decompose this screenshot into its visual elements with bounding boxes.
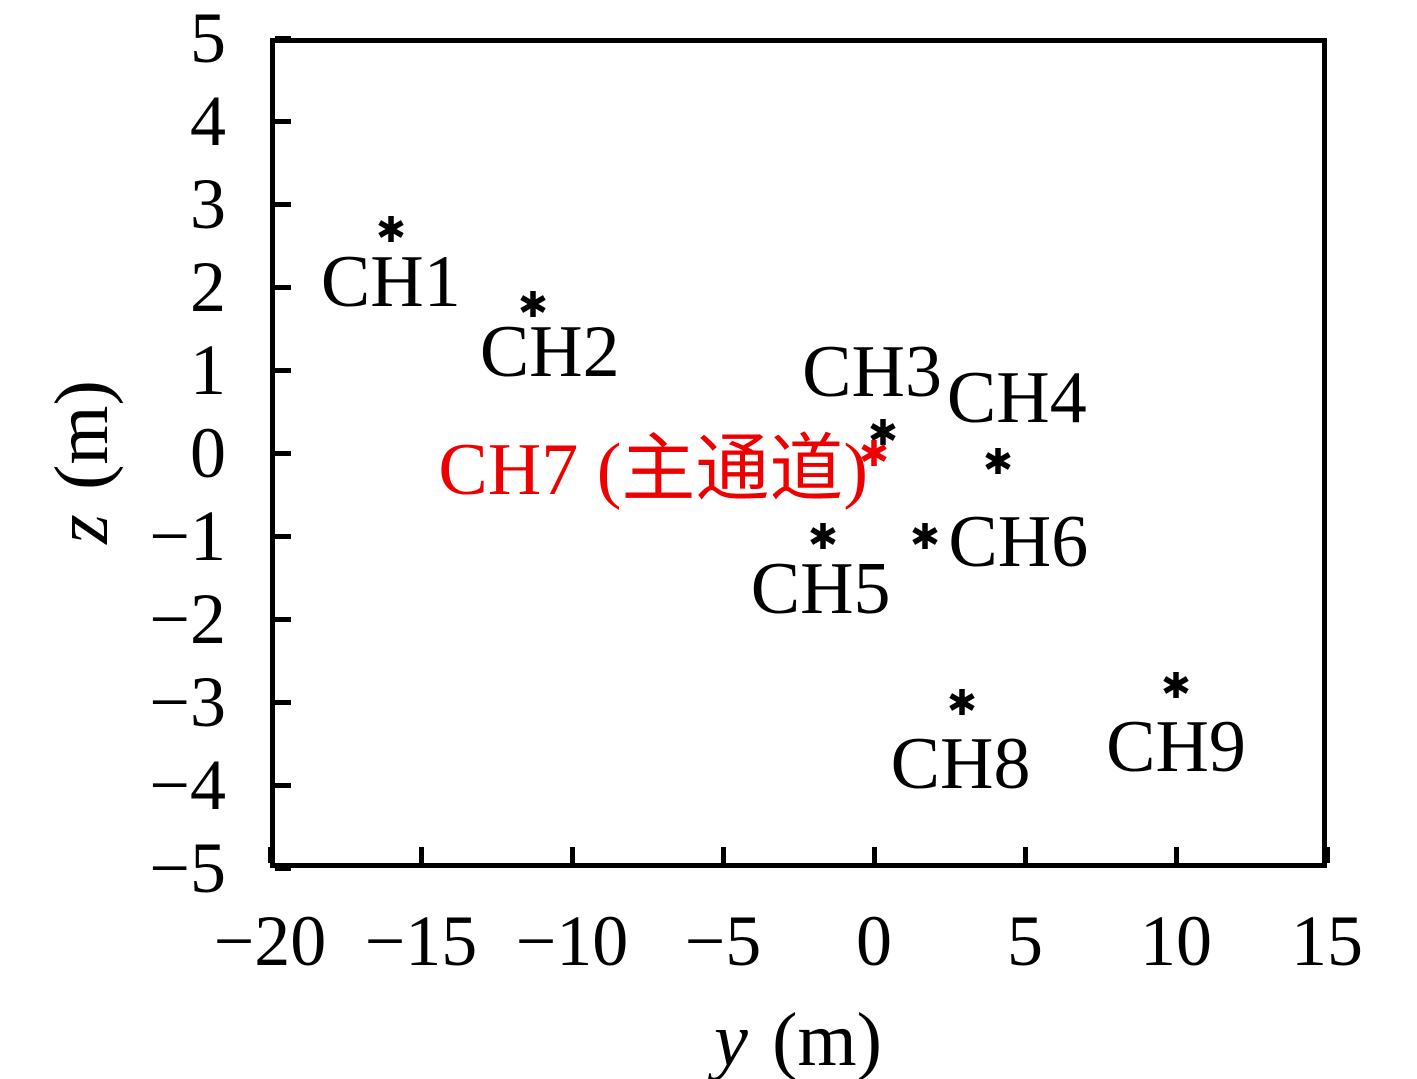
y-tick-mark bbox=[275, 35, 291, 41]
x-tick-mark bbox=[1022, 847, 1028, 863]
y-tick-label: 1 bbox=[190, 330, 226, 410]
point-label-ch6: CH6 bbox=[948, 501, 1089, 583]
x-tick-label: 10 bbox=[1140, 901, 1212, 981]
point-label-ch3: CH3 bbox=[802, 331, 942, 414]
x-tick-label: 0 bbox=[856, 901, 892, 981]
point-marker-ch4 bbox=[984, 447, 1012, 475]
y-axis-label: z (m) bbox=[40, 380, 124, 544]
y-tick-mark bbox=[275, 367, 291, 373]
point-marker-ch9 bbox=[1162, 671, 1190, 699]
x-tick-mark bbox=[418, 847, 424, 863]
x-tick-label: −10 bbox=[515, 901, 629, 981]
x-axis-variable: y bbox=[714, 998, 748, 1079]
asterisk-icon bbox=[870, 419, 896, 446]
y-tick-mark bbox=[275, 782, 291, 788]
y-tick-mark bbox=[275, 201, 291, 207]
y-tick-label: 5 bbox=[190, 0, 226, 78]
x-tick-label: −20 bbox=[213, 901, 327, 981]
point-label-ch5: CH5 bbox=[750, 548, 891, 630]
x-tick-mark bbox=[1324, 847, 1330, 863]
point-marker-ch8 bbox=[948, 688, 976, 716]
asterisk-icon bbox=[948, 689, 975, 715]
y-tick-label: −4 bbox=[149, 745, 226, 825]
point-label-ch8: CH8 bbox=[890, 723, 1031, 805]
x-axis-unit: (m) bbox=[772, 998, 882, 1079]
y-tick-label: 3 bbox=[190, 164, 226, 244]
point-marker-ch7 bbox=[860, 439, 888, 467]
asterisk-icon bbox=[520, 290, 546, 317]
y-tick-label: 0 bbox=[190, 413, 226, 493]
point-label-ch7: CH7 (主通道) bbox=[438, 429, 868, 511]
asterisk-icon bbox=[912, 523, 938, 549]
x-tick-label: −15 bbox=[364, 901, 478, 981]
asterisk-icon bbox=[861, 440, 887, 466]
point-label-ch4: CH4 bbox=[946, 357, 1087, 440]
x-tick-mark bbox=[871, 847, 877, 863]
y-axis-variable: z bbox=[40, 514, 124, 544]
y-tick-mark bbox=[275, 699, 291, 705]
y-tick-mark bbox=[275, 616, 291, 622]
y-tick-label: −2 bbox=[149, 579, 226, 659]
point-marker-ch3 bbox=[869, 418, 897, 446]
point-label-ch9: CH9 bbox=[1106, 706, 1246, 789]
y-tick-label: 2 bbox=[190, 247, 226, 327]
plot-area bbox=[270, 38, 1327, 868]
y-tick-label: −5 bbox=[149, 828, 226, 908]
x-tick-label: −5 bbox=[684, 901, 762, 981]
x-axis-label: y (m) bbox=[714, 1002, 882, 1078]
y-tick-mark bbox=[275, 118, 291, 124]
y-tick-mark bbox=[275, 533, 291, 539]
point-marker-ch6 bbox=[911, 522, 939, 550]
y-tick-label: −3 bbox=[149, 662, 226, 742]
asterisk-icon bbox=[378, 215, 404, 242]
y-tick-label: −1 bbox=[149, 496, 226, 576]
y-tick-label: 4 bbox=[190, 81, 226, 161]
y-tick-mark bbox=[275, 450, 291, 456]
point-marker-ch1 bbox=[377, 215, 405, 243]
point-marker-ch5 bbox=[809, 522, 837, 550]
y-tick-mark bbox=[275, 284, 291, 290]
x-tick-mark bbox=[267, 847, 273, 863]
point-label-ch1: CH1 bbox=[320, 240, 461, 323]
asterisk-icon bbox=[809, 523, 836, 549]
x-tick-mark bbox=[720, 847, 726, 863]
point-label-ch2: CH2 bbox=[479, 310, 620, 393]
point-marker-ch2 bbox=[519, 290, 547, 318]
x-tick-mark bbox=[569, 847, 575, 863]
asterisk-icon bbox=[985, 448, 1011, 475]
y-axis-unit: (m) bbox=[40, 380, 124, 490]
asterisk-icon bbox=[1163, 672, 1189, 699]
x-tick-label: 5 bbox=[1007, 901, 1043, 981]
y-tick-mark bbox=[275, 865, 291, 871]
x-tick-mark bbox=[1173, 847, 1179, 863]
x-tick-label: 15 bbox=[1291, 901, 1363, 981]
